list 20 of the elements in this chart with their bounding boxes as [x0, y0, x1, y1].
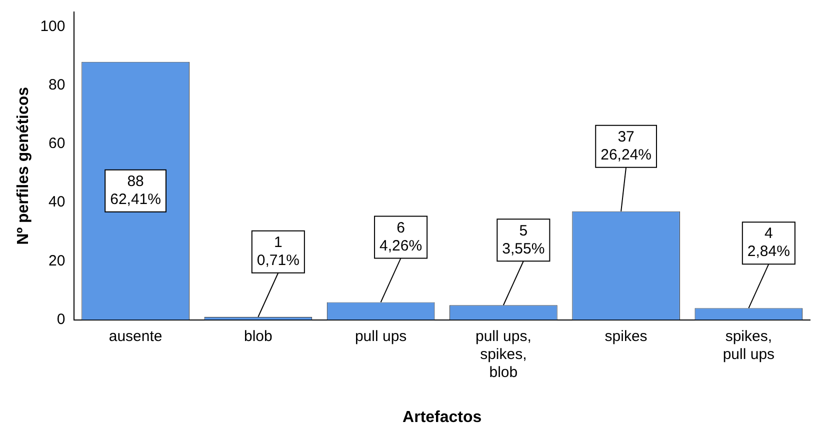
y-tick-label: 100 — [40, 18, 66, 35]
x-tick-label: spikes — [604, 328, 648, 345]
x-tick-label: blob — [244, 328, 272, 345]
x-tick-label: ausente — [108, 328, 162, 345]
y-axis-title: Nº perfiles genéticos — [15, 86, 32, 245]
data-label: 6 4,26% — [380, 219, 422, 254]
data-label: 37 26,24% — [600, 128, 652, 164]
y-tick-label: 80 — [48, 76, 66, 94]
y-tick-label: 0 — [56, 310, 66, 328]
data-label: 5 3,55% — [502, 222, 545, 258]
y-tick-label: 40 — [48, 194, 66, 211]
x-tick-label: spikes, pull ups — [722, 328, 775, 363]
data-label: 4 2,84% — [747, 225, 790, 260]
x-tick-label: pull ups, spikes, blob — [475, 328, 532, 381]
x-axis-title: Artefactos — [402, 408, 482, 426]
y-tick-label: 60 — [48, 135, 66, 152]
data-label: 1 0,71% — [256, 234, 300, 270]
y-tick-label: 20 — [48, 252, 66, 270]
x-tick-label: pull ups — [354, 328, 407, 345]
data-label: 88 62,41% — [110, 172, 161, 208]
